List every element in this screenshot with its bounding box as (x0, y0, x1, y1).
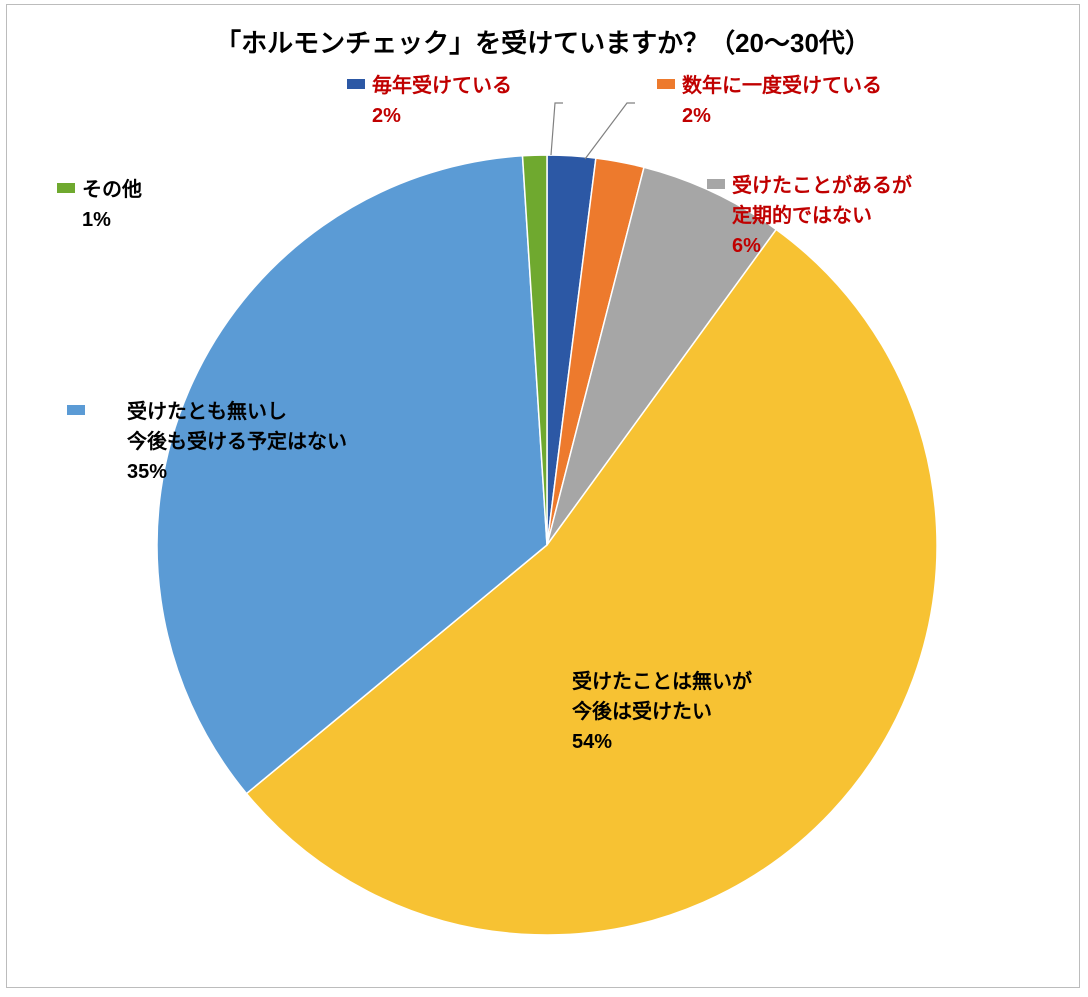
chart-frame: 「ホルモンチェック」を受けていますか？（20～30代） 毎年受けている 2%数年… (6, 4, 1080, 988)
legend-swatch-5 (57, 183, 75, 193)
data-label-1: 数年に一度受けている 2% (682, 71, 1002, 131)
data-label-4: 受けたとも無いし 今後も受ける予定はない 35% (127, 397, 487, 487)
legend-swatch-2 (707, 179, 725, 189)
legend-swatch-1 (657, 79, 675, 89)
data-label-0: 毎年受けている 2% (372, 71, 632, 131)
legend-swatch-3 (547, 675, 565, 685)
data-label-5: その他 1% (82, 175, 282, 235)
legend-swatch-0 (347, 79, 365, 89)
leader-lines (7, 5, 1081, 989)
data-label-2: 受けたことがあるが 定期的ではない 6% (732, 171, 1052, 261)
data-label-3: 受けたことは無いが 今後は受けたい 54% (572, 667, 892, 757)
legend-swatch-4 (67, 405, 85, 415)
